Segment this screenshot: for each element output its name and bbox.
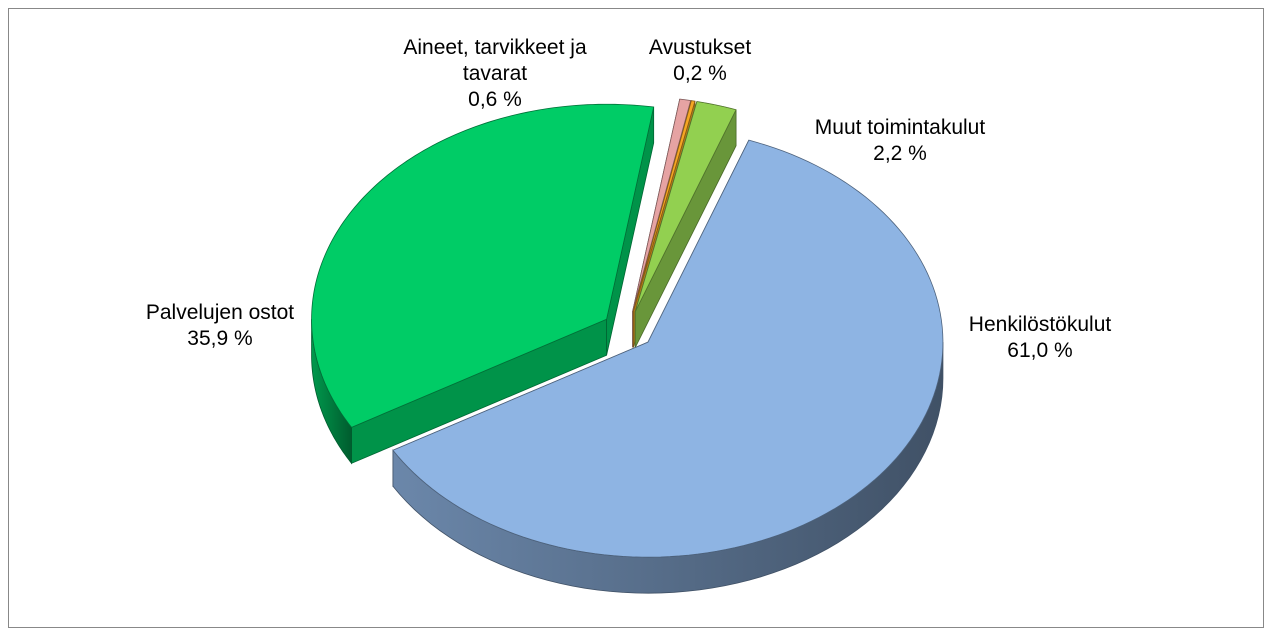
- data-label: Palvelujen ostot 35,9 %: [110, 300, 330, 352]
- slice: [392, 139, 944, 558]
- slice: [632, 98, 692, 312]
- label-name: Palvelujen ostot: [145, 301, 295, 324]
- data-label: Avustukset 0,2 %: [630, 35, 770, 87]
- label-value: 61,0 %: [1007, 339, 1073, 362]
- label-name: Avustukset: [648, 36, 752, 59]
- label-value: 35,9 %: [187, 327, 253, 350]
- data-label: Henkilöstökulut 61,0 %: [940, 312, 1140, 364]
- label-value: 2,2 %: [873, 142, 927, 165]
- label-name: Muut toimintakulut: [814, 116, 986, 139]
- data-label: Aineet, tarvikkeet ja tavarat 0,6 %: [370, 35, 620, 113]
- slice: [634, 101, 737, 312]
- slice: [632, 100, 696, 312]
- label-value: 0,2 %: [673, 62, 727, 85]
- slice: [311, 103, 655, 428]
- data-label: Muut toimintakulut 2,2 %: [770, 115, 1030, 167]
- label-value: 0,6 %: [468, 88, 522, 111]
- top-layer: [311, 98, 944, 558]
- label-name: Aineet, tarvikkeet ja tavarat: [403, 36, 587, 85]
- label-name: Henkilöstökulut: [968, 313, 1112, 336]
